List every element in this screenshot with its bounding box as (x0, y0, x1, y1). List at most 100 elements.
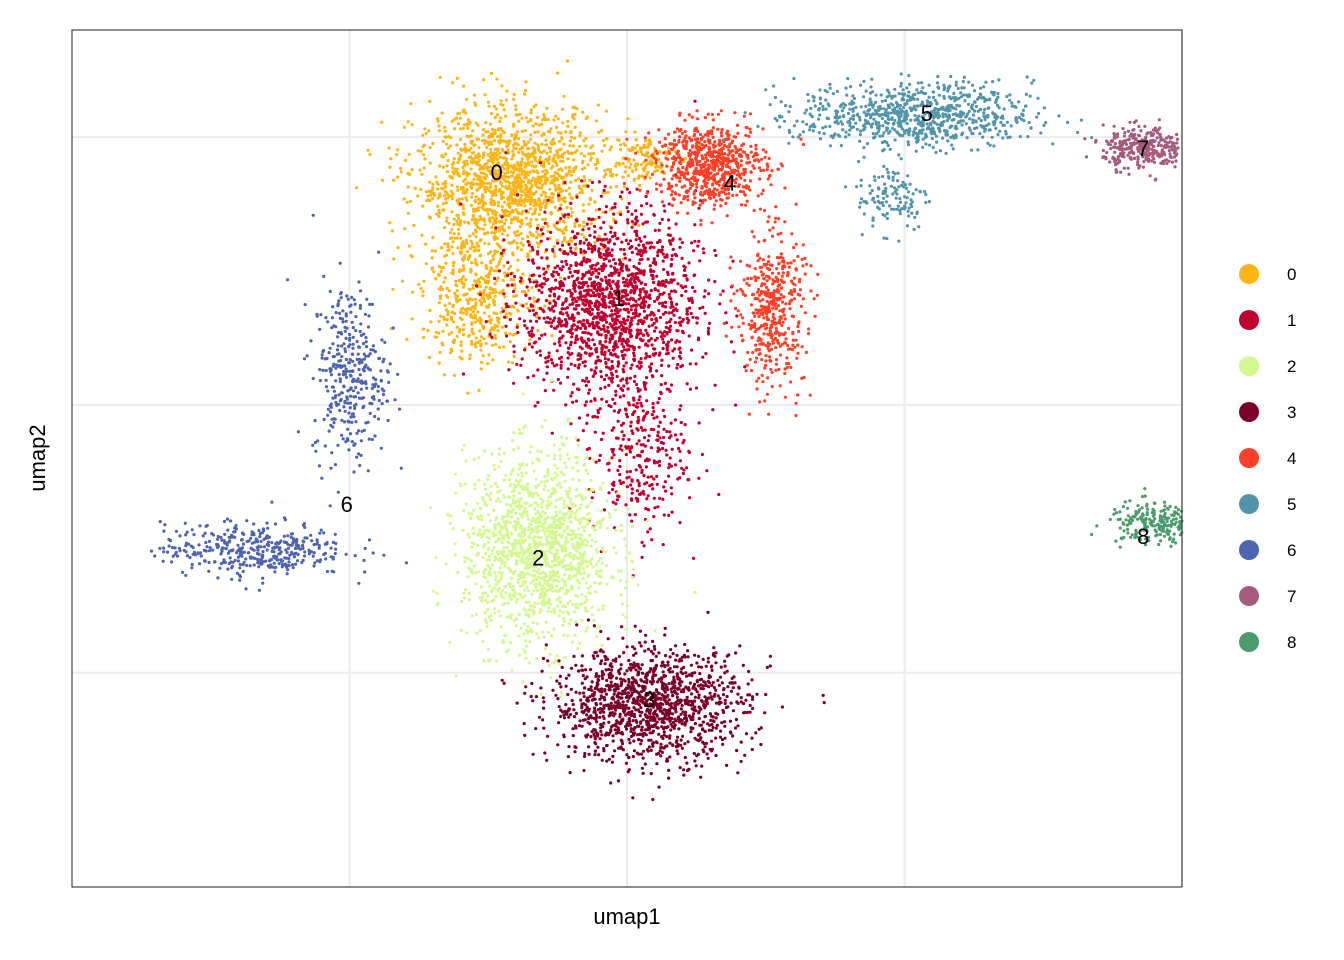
cell-point (611, 500, 615, 504)
cell-point (522, 487, 526, 491)
cell-point (495, 659, 499, 663)
cell-point (530, 345, 534, 349)
cell-point (498, 614, 502, 618)
cell-point (681, 471, 686, 476)
cell-point (583, 166, 587, 170)
cell-point (530, 273, 534, 278)
cell-point (558, 267, 562, 271)
cell-point (549, 324, 553, 328)
cell-point (469, 141, 474, 145)
cell-point (548, 577, 552, 581)
cell-point (473, 313, 477, 317)
cell-point (410, 168, 414, 172)
cell-point (626, 507, 631, 511)
cell-point (494, 107, 498, 111)
cell-point (619, 260, 623, 264)
cell-point (695, 316, 700, 320)
cell-point (526, 188, 530, 192)
cell-point (457, 227, 461, 231)
cell-point (484, 279, 488, 283)
cell-point (530, 536, 534, 541)
cell-point (522, 426, 526, 430)
cell-point (581, 272, 585, 276)
cell-point (634, 217, 638, 221)
cell-point (517, 150, 521, 154)
cell-point (522, 180, 526, 184)
cell-point (634, 274, 638, 278)
cell-point (550, 379, 554, 383)
cell-point (520, 248, 524, 252)
cell-point (604, 564, 609, 568)
cell-point (449, 189, 453, 193)
cell-point (478, 320, 482, 324)
cell-point (513, 591, 517, 595)
cell-point (529, 218, 533, 222)
cell-point (473, 101, 477, 105)
cell-point (677, 347, 681, 351)
cell-point (565, 492, 569, 496)
cell-point (494, 290, 498, 294)
cell-point (447, 221, 451, 225)
cell-point (526, 170, 530, 174)
cell-point (642, 544, 646, 548)
cell-point (515, 130, 519, 134)
cell-point (523, 187, 527, 191)
cell-point (656, 434, 660, 438)
cell-point (658, 281, 663, 285)
cell-point (644, 352, 648, 356)
cell-point (551, 249, 555, 253)
cell-point (658, 149, 662, 154)
cell-point (559, 280, 563, 284)
cell-point (637, 481, 641, 485)
cell-point (624, 292, 629, 297)
cell-point (531, 516, 535, 521)
cell-point (618, 320, 622, 324)
cell-point (523, 165, 527, 169)
cell-point (637, 345, 641, 349)
cell-point (588, 304, 592, 308)
cell-point (500, 165, 504, 169)
cell-point (451, 264, 455, 268)
cell-point (441, 165, 445, 169)
cell-point (657, 157, 661, 161)
cell-point (570, 292, 574, 296)
cell-point (487, 353, 491, 357)
cell-point (530, 245, 534, 249)
cell-point (559, 175, 563, 179)
cell-point (569, 394, 573, 398)
cell-point (455, 284, 459, 288)
cell-point (660, 374, 664, 378)
cell-point (523, 506, 527, 510)
cell-point (619, 529, 623, 533)
cell-point (670, 510, 674, 514)
cell-point (421, 327, 426, 331)
cell-point (469, 268, 473, 273)
cell-point (553, 254, 557, 259)
cell-point (443, 276, 447, 280)
cell-point (560, 303, 565, 307)
cell-point (597, 130, 601, 134)
cell-point (546, 224, 550, 228)
cell-point (571, 542, 575, 547)
cell-point (508, 139, 512, 143)
cell-point (405, 337, 409, 341)
cell-point (599, 242, 603, 246)
cell-point (519, 186, 523, 190)
cell-point (562, 573, 567, 577)
cell-point (555, 163, 559, 168)
cell-point (607, 383, 611, 387)
cell-point (538, 208, 543, 212)
cell-point (536, 535, 540, 539)
cell-point (656, 165, 661, 169)
cell-point (586, 344, 590, 348)
cell-point (493, 115, 497, 120)
cell-point (580, 593, 584, 597)
cell-point (490, 548, 495, 553)
cell-point (565, 311, 569, 315)
cell-point (645, 519, 649, 523)
cell-point (500, 184, 504, 188)
cell-point (555, 238, 559, 242)
cell-point (629, 290, 633, 294)
cell-point (624, 340, 628, 344)
cell-point (539, 228, 543, 232)
